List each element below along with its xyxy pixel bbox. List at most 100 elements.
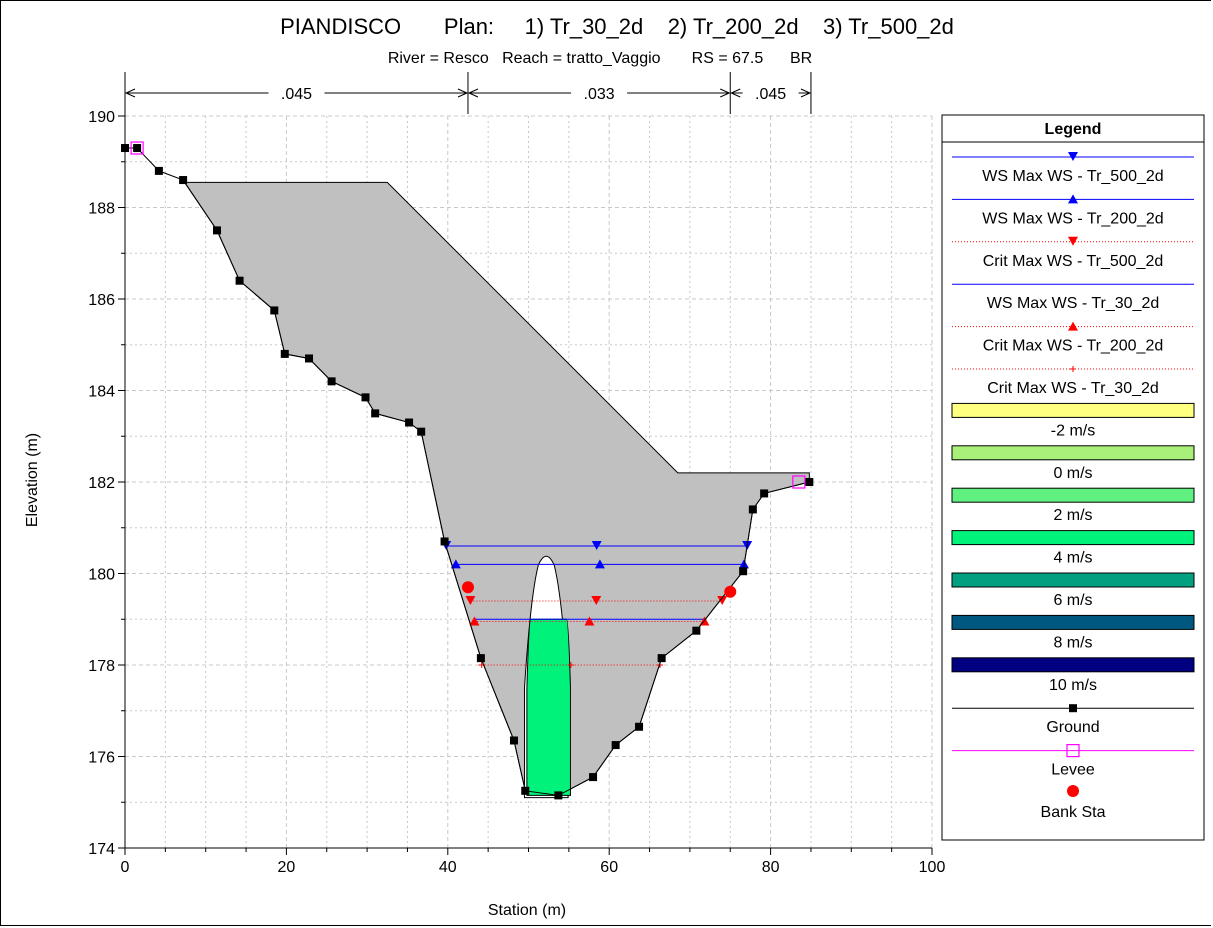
legend-marker bbox=[1068, 321, 1078, 331]
legend-label: Levee bbox=[1051, 762, 1095, 779]
legend-item-8: 2 m/s bbox=[951, 487, 1195, 524]
y-tick-label: 174 bbox=[88, 841, 115, 858]
legend-label: WS Max WS - Tr_500_2d bbox=[982, 168, 1163, 185]
ground-point bbox=[235, 276, 244, 285]
legend-item-10: 6 m/s bbox=[951, 572, 1195, 609]
chart-subtitle: River = Resco Reach = tratto_Vaggio RS =… bbox=[388, 50, 812, 67]
x-tick-label: 40 bbox=[439, 859, 457, 876]
arrowhead-right bbox=[800, 88, 812, 98]
legend-swatch bbox=[951, 530, 1195, 546]
legend-item-2: Crit Max WS - Tr_500_2d bbox=[952, 236, 1194, 270]
y-tick-label: 184 bbox=[88, 384, 115, 401]
legend: Legend WS Max WS - Tr_500_2d WS Max WS - T… bbox=[941, 114, 1205, 841]
legend-item-14: Levee bbox=[952, 743, 1194, 779]
legend-item-0: WS Max WS - Tr_500_2d bbox=[952, 152, 1194, 185]
bridge-deck bbox=[182, 178, 810, 796]
ground-point bbox=[154, 166, 163, 175]
legend-marker bbox=[1068, 236, 1078, 246]
ground-point bbox=[133, 144, 142, 153]
legend-label: 8 m/s bbox=[1053, 634, 1092, 651]
legend-item-4: Crit Max WS - Tr_200_2d bbox=[952, 321, 1194, 355]
y-tick-label: 180 bbox=[88, 567, 115, 584]
ground-point bbox=[212, 226, 221, 235]
ground-point bbox=[417, 427, 426, 436]
y-tick-label: 190 bbox=[88, 109, 115, 126]
x-tick-label: 0 bbox=[121, 859, 130, 876]
legend-item-13: Ground bbox=[952, 704, 1194, 736]
ground-point bbox=[521, 786, 530, 795]
bank-station-point bbox=[724, 585, 737, 598]
legend-item-5: Crit Max WS - Tr_30_2d bbox=[952, 366, 1194, 397]
legend-item-3: WS Max WS - Tr_30_2d bbox=[952, 283, 1194, 312]
legend-label: 10 m/s bbox=[1049, 677, 1097, 694]
y-tick-label: 182 bbox=[88, 475, 115, 492]
y-tick-label: 186 bbox=[88, 292, 115, 309]
legend-label: Crit Max WS - Tr_30_2d bbox=[987, 380, 1159, 397]
legend-label: -2 m/s bbox=[1051, 422, 1095, 439]
legend-item-11: 8 m/s bbox=[951, 614, 1195, 651]
legend-swatch bbox=[951, 572, 1195, 588]
water-surface-marker bbox=[591, 541, 602, 551]
water-surface-marker bbox=[567, 662, 574, 668]
legend-item-7: 0 m/s bbox=[951, 445, 1195, 482]
arrowhead-right bbox=[457, 88, 469, 98]
x-tick-label: 100 bbox=[919, 859, 946, 876]
legend-swatch bbox=[951, 657, 1195, 673]
mannings-n-label: .045 bbox=[281, 86, 312, 103]
arrowhead-left bbox=[467, 88, 479, 98]
mannings-n-segment-2: .045 bbox=[730, 86, 812, 103]
legend-marker bbox=[1066, 743, 1080, 758]
legend-label: 2 m/s bbox=[1053, 507, 1092, 524]
ground-point bbox=[179, 176, 188, 185]
y-axis-label: Elevation (m) bbox=[24, 433, 41, 527]
x-tick-label: 60 bbox=[600, 859, 618, 876]
arrowhead-right bbox=[720, 88, 731, 98]
legend-label: WS Max WS - Tr_30_2d bbox=[987, 295, 1160, 312]
legend-item-9: 4 m/s bbox=[951, 530, 1195, 567]
ground-point bbox=[361, 393, 370, 402]
mannings-n-segment-1: .033 bbox=[467, 86, 731, 103]
plot-area bbox=[121, 141, 814, 800]
ground-point bbox=[805, 478, 814, 486]
legend-marker bbox=[1068, 194, 1078, 204]
legend-swatch bbox=[951, 445, 1195, 461]
ground-point bbox=[509, 736, 518, 745]
legend-item-6: -2 m/s bbox=[951, 402, 1195, 439]
chart-title: PIANDISCO Plan: 1) Tr_30_2d 2) Tr_200_2d… bbox=[280, 14, 954, 39]
ground-point bbox=[476, 654, 485, 663]
arrowhead-left bbox=[124, 88, 136, 98]
levee-point bbox=[792, 475, 806, 489]
ground-point bbox=[635, 722, 644, 731]
mannings-n-label: .045 bbox=[755, 86, 786, 103]
legend-swatch bbox=[951, 402, 1195, 418]
legend-swatch bbox=[951, 487, 1195, 503]
water-surface-marker bbox=[594, 559, 605, 569]
water-surface-marker bbox=[469, 616, 480, 626]
legend-marker bbox=[1069, 704, 1077, 713]
legend-item-15: Bank Sta bbox=[1041, 785, 1106, 821]
ground-point bbox=[304, 354, 313, 363]
legend-marker bbox=[1070, 366, 1076, 372]
legend-title: Legend bbox=[1045, 121, 1102, 138]
ground-point bbox=[405, 418, 414, 427]
water-surface-marker bbox=[591, 595, 602, 605]
legend-label: Crit Max WS - Tr_200_2d bbox=[983, 338, 1164, 355]
legend-label: 0 m/s bbox=[1053, 465, 1092, 482]
x-axis-label: Station (m) bbox=[488, 902, 566, 919]
ground-point bbox=[327, 377, 336, 386]
ground-point bbox=[657, 654, 666, 663]
y-tick-label: 188 bbox=[88, 201, 115, 218]
legend-label: Ground bbox=[1046, 719, 1099, 736]
water-surface-marker bbox=[465, 595, 476, 605]
water-surface-marker bbox=[717, 595, 728, 605]
ground-point bbox=[589, 773, 598, 782]
legend-marker bbox=[1067, 785, 1079, 797]
ground-point bbox=[611, 741, 620, 750]
ground-point bbox=[748, 505, 757, 514]
water-surface-marker bbox=[450, 559, 461, 569]
ground-series bbox=[121, 144, 814, 800]
legend-label: 4 m/s bbox=[1053, 550, 1092, 567]
water-surface-2 bbox=[465, 595, 728, 605]
